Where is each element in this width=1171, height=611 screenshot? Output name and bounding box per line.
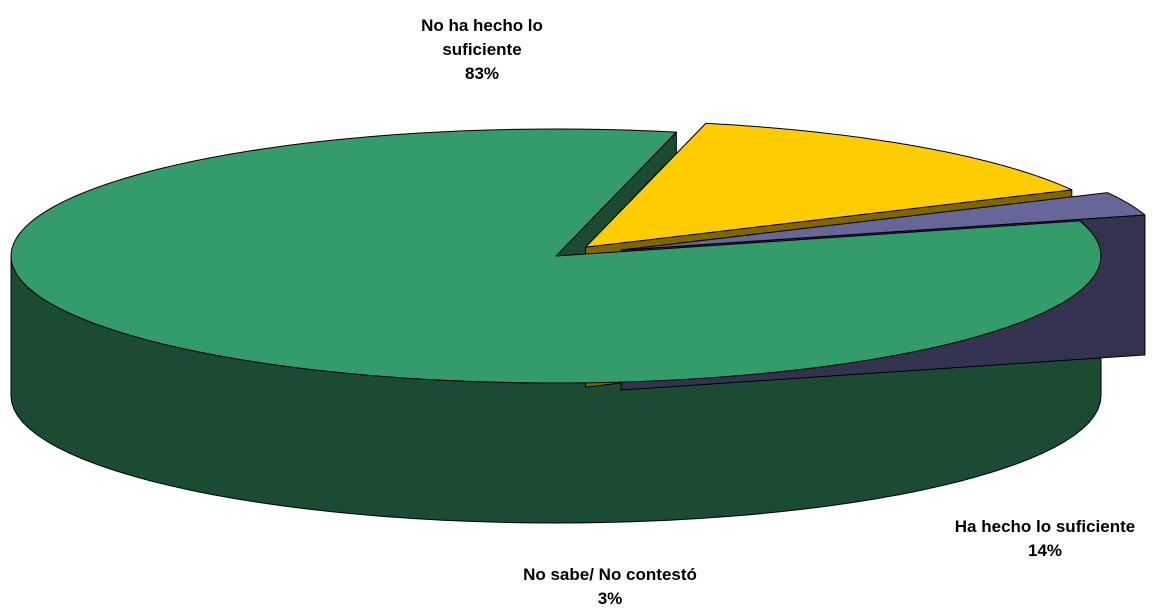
slice-label-no-sabe: No sabe/ No contestó 3% bbox=[480, 563, 740, 611]
slice-category-label: No ha hecho lo suficiente bbox=[421, 16, 543, 59]
slice-category-label: Ha hecho lo suficiente bbox=[954, 517, 1136, 536]
slice-label-no-ha-hecho: No ha hecho lo suficiente 83% bbox=[392, 14, 572, 86]
slice-value-label: 3% bbox=[597, 589, 623, 608]
slice-no-sabe-no-contest bbox=[620, 192, 1146, 251]
slice-value-label: 14% bbox=[1027, 541, 1063, 560]
slice-ha-hecho-lo-suficiente bbox=[585, 122, 1073, 248]
slice-category-label: No sabe/ No contestó bbox=[523, 565, 697, 584]
slice-label-ha-hecho: Ha hecho lo suficiente 14% bbox=[920, 515, 1170, 563]
slice-no-ha-hecho-lo-suficiente bbox=[10, 128, 1102, 384]
slice-value-label: 83% bbox=[464, 64, 500, 83]
pie-tops bbox=[10, 122, 1146, 384]
